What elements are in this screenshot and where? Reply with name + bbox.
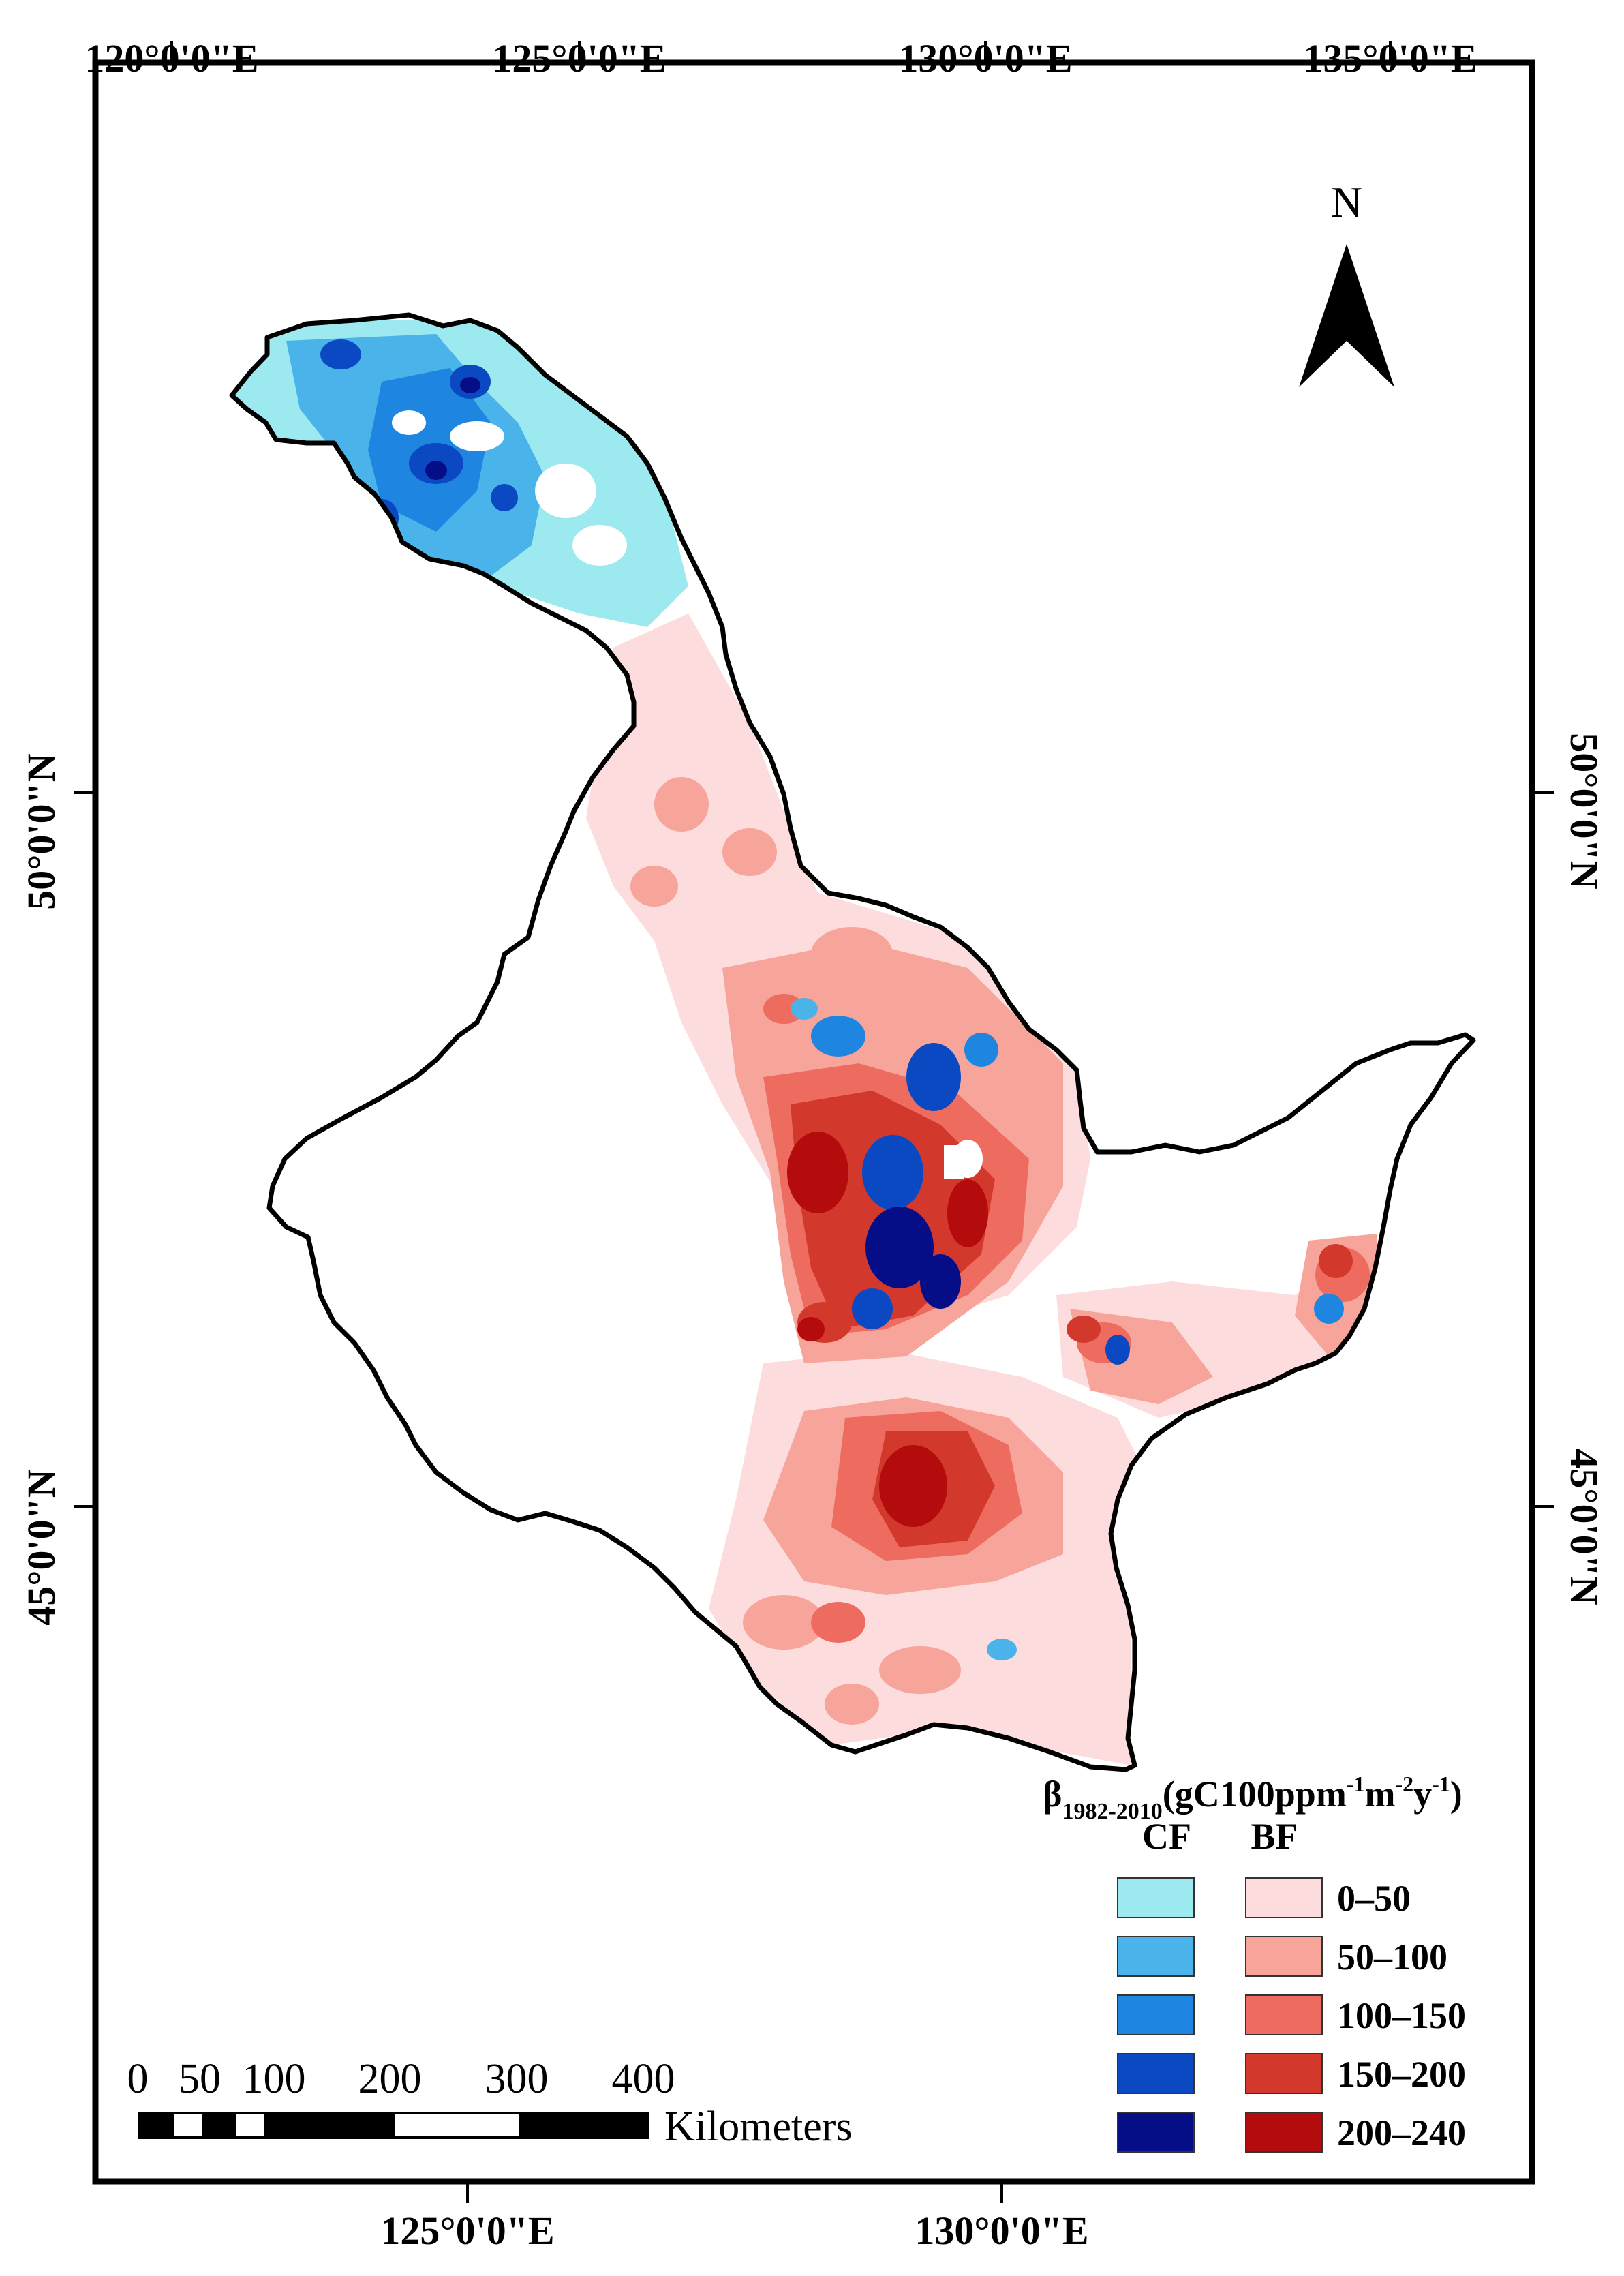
legend-title: β1982-2010(gC100ppm-1m-2y-1) <box>1043 1772 1462 1824</box>
legend-rows: 0–50 50–100 100–150 150–200 200–240 <box>1117 1877 1466 2153</box>
legend-bf-header: BF <box>1251 1816 1298 1857</box>
legend-unit-m: m <box>1364 1774 1395 1815</box>
scale-label-400: 400 <box>612 2056 675 2102</box>
central-white-gaps <box>944 1140 983 1179</box>
scale-label-0: 0 <box>127 2056 149 2102</box>
legend-unit-prefix: (gC100ppm <box>1163 1774 1347 1815</box>
lat-label-left-1: 50°0'0"N <box>19 753 63 910</box>
scale-label-50: 50 <box>179 2056 221 2102</box>
scale-label-200: 200 <box>358 2056 422 2102</box>
north-arrow-icon <box>1299 244 1394 387</box>
north-arrow-label: N <box>1331 178 1362 226</box>
legend-bf-swatch <box>1245 1877 1323 1918</box>
scale-label-300: 300 <box>485 2056 549 2102</box>
north-arrow: N <box>1299 178 1394 387</box>
cf-central-patches <box>791 998 1344 1660</box>
legend-bf-swatch <box>1245 1936 1323 1977</box>
scale-bar-segments <box>138 2112 649 2139</box>
legend-class-label: 100–150 <box>1337 1995 1466 2036</box>
lon-label-top-1: 120°0'0"E <box>85 36 258 80</box>
legend-cf-swatch <box>1117 1877 1195 1918</box>
scale-unit-label: Kilometers <box>664 2104 853 2150</box>
scale-bar: 0 50 100 200 300 400 Kilometers <box>127 2056 853 2150</box>
legend-beta: β <box>1043 1774 1062 1815</box>
legend-bf-swatch <box>1245 1994 1323 2035</box>
lon-label-top-2: 125°0'0"E <box>492 36 666 80</box>
legend-cf-header: CF <box>1142 1816 1191 1857</box>
bf-class-200-240-patches <box>787 1132 988 1527</box>
forest-raster <box>232 320 1390 1765</box>
legend-sup-1: -1 <box>1347 1772 1365 1796</box>
lon-label-top-3: 130°0'0"E <box>898 36 1072 80</box>
legend-cf-swatch <box>1117 2112 1195 2153</box>
legend-cf-swatch <box>1117 1994 1195 2035</box>
legend-bf-swatch <box>1245 2053 1323 2094</box>
legend-cf-swatch <box>1117 2053 1195 2094</box>
legend-class-label: 200–240 <box>1337 2112 1466 2153</box>
scale-label-100: 100 <box>243 2056 306 2102</box>
legend-cf-swatch <box>1117 1936 1195 1977</box>
legend-sup-2: -2 <box>1395 1772 1413 1796</box>
legend-class-label: 150–200 <box>1337 2054 1466 2095</box>
legend-class-label: 0–50 <box>1337 1878 1411 1919</box>
legend-class-label: 50–100 <box>1337 1937 1447 1977</box>
cf-class-200-240-patches <box>425 377 480 480</box>
lon-label-bottom-2: 130°0'0"E <box>915 2209 1088 2253</box>
lat-label-left-2: 45°0'0"N <box>19 1469 63 1626</box>
legend-bf-swatch <box>1245 2112 1323 2153</box>
bf-class-50-100-scatter <box>630 777 961 1725</box>
legend-subscript: 1982-2010 <box>1062 1799 1162 1824</box>
cf-white-gaps <box>392 410 627 566</box>
legend-unit-y: y <box>1413 1774 1432 1815</box>
frame-ticks <box>74 41 1554 2203</box>
legend-unit-close: ) <box>1450 1774 1462 1815</box>
lon-label-bottom-1: 125°0'0"E <box>380 2209 554 2253</box>
lon-label-top-4: 135°0'0"E <box>1303 36 1477 80</box>
legend-sup-3: -1 <box>1432 1772 1450 1796</box>
lat-label-right-1: 50°0'0"N <box>1562 733 1606 890</box>
lat-label-right-2: 45°0'0"N <box>1562 1448 1606 1605</box>
